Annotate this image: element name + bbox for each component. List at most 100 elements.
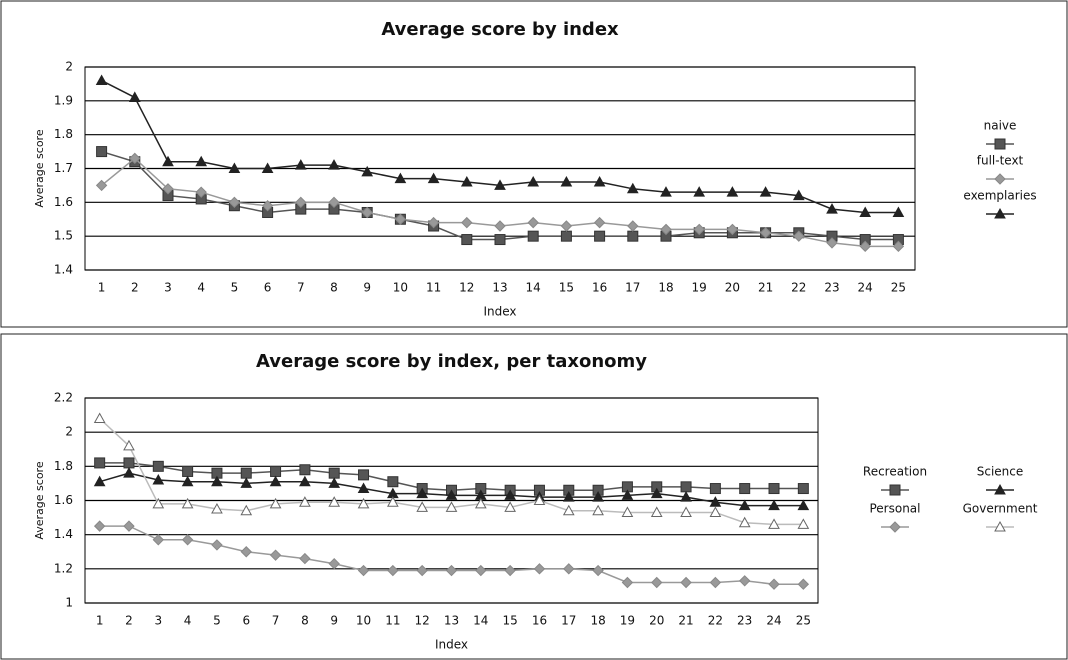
x-tick-label: 22 (708, 614, 723, 628)
marker (445, 564, 458, 577)
marker (592, 504, 604, 516)
marker (152, 497, 165, 509)
marker (93, 412, 106, 423)
x-tick-label: 6 (264, 281, 272, 295)
marker (562, 491, 575, 502)
marker (361, 165, 374, 177)
marker (123, 457, 135, 469)
x-tick-label: 24 (858, 281, 873, 295)
x-tick-label: 3 (154, 614, 162, 628)
legend-label: naive (984, 119, 1017, 133)
marker (627, 220, 639, 232)
marker (95, 179, 108, 192)
x-tick-label: 7 (272, 614, 280, 628)
marker (680, 491, 692, 502)
legend-label: Government (963, 502, 1038, 516)
marker (797, 578, 810, 590)
plot-area (84, 397, 819, 604)
marker (128, 91, 141, 102)
marker (892, 240, 905, 253)
marker (527, 216, 539, 229)
marker (709, 576, 722, 589)
marker (270, 465, 282, 477)
x-tick-label: 20 (725, 281, 740, 295)
x-tick-label: 14 (526, 281, 541, 295)
marker (759, 227, 772, 239)
marker (562, 504, 575, 516)
marker (269, 475, 282, 487)
y-tick-label: 1.4 (54, 527, 73, 541)
marker (621, 506, 634, 517)
marker (96, 146, 108, 158)
legend-marker (994, 483, 1006, 495)
marker (494, 220, 506, 232)
legend-marker (889, 484, 901, 496)
panel-border (0, 0, 1068, 328)
x-tick-label: 3 (164, 281, 172, 295)
x-tick-label: 17 (625, 281, 640, 295)
marker (416, 564, 428, 577)
marker (527, 176, 540, 187)
x-tick-label: 11 (426, 281, 441, 295)
x-tick-label: 23 (824, 281, 839, 295)
marker (95, 74, 108, 86)
marker (162, 155, 174, 167)
marker (328, 477, 341, 488)
marker (445, 489, 458, 500)
marker (560, 220, 573, 232)
y-tick-label: 1.8 (54, 459, 73, 473)
marker (181, 497, 194, 509)
marker (240, 467, 252, 479)
marker (93, 475, 106, 487)
marker (680, 506, 692, 517)
marker (228, 196, 241, 209)
x-tick-label: 8 (301, 614, 309, 628)
x-tick-label: 2 (131, 281, 139, 295)
marker (527, 230, 539, 242)
marker (460, 176, 473, 187)
plot-area (84, 66, 916, 271)
chart-title: Average score by index, per taxonomy (256, 351, 647, 372)
marker (181, 534, 194, 546)
marker (738, 499, 751, 511)
marker (195, 186, 207, 198)
x-tick-label: 7 (297, 281, 305, 295)
marker (181, 475, 194, 487)
y-axis-label: Average score (33, 461, 46, 539)
marker (394, 213, 407, 225)
marker (299, 552, 311, 565)
marker (261, 162, 274, 173)
marker (826, 237, 838, 249)
marker (739, 483, 751, 495)
marker (709, 506, 722, 517)
x-tick-label: 12 (459, 281, 474, 295)
marker (387, 564, 399, 577)
marker (650, 487, 663, 499)
marker (494, 179, 506, 190)
x-tick-label: 16 (532, 614, 547, 628)
marker (768, 518, 780, 529)
marker (240, 546, 252, 558)
marker (593, 176, 606, 187)
y-tick-label: 1.9 (54, 93, 73, 107)
x-tick-label: 5 (231, 281, 239, 295)
x-tick-label: 1 (96, 614, 104, 628)
marker (621, 576, 634, 589)
x-tick-label: 1 (98, 281, 106, 295)
marker (211, 539, 223, 551)
marker (461, 234, 473, 246)
marker (123, 467, 135, 478)
marker (211, 503, 223, 514)
x-tick-label: 11 (385, 614, 400, 628)
marker (797, 499, 810, 511)
x-tick-label: 23 (737, 614, 752, 628)
marker (768, 483, 780, 495)
x-tick-label: 25 (891, 281, 906, 295)
marker (726, 186, 739, 197)
x-tick-label: 10 (356, 614, 371, 628)
marker (294, 159, 307, 170)
marker (626, 182, 639, 194)
marker (792, 189, 805, 201)
marker (94, 457, 106, 469)
